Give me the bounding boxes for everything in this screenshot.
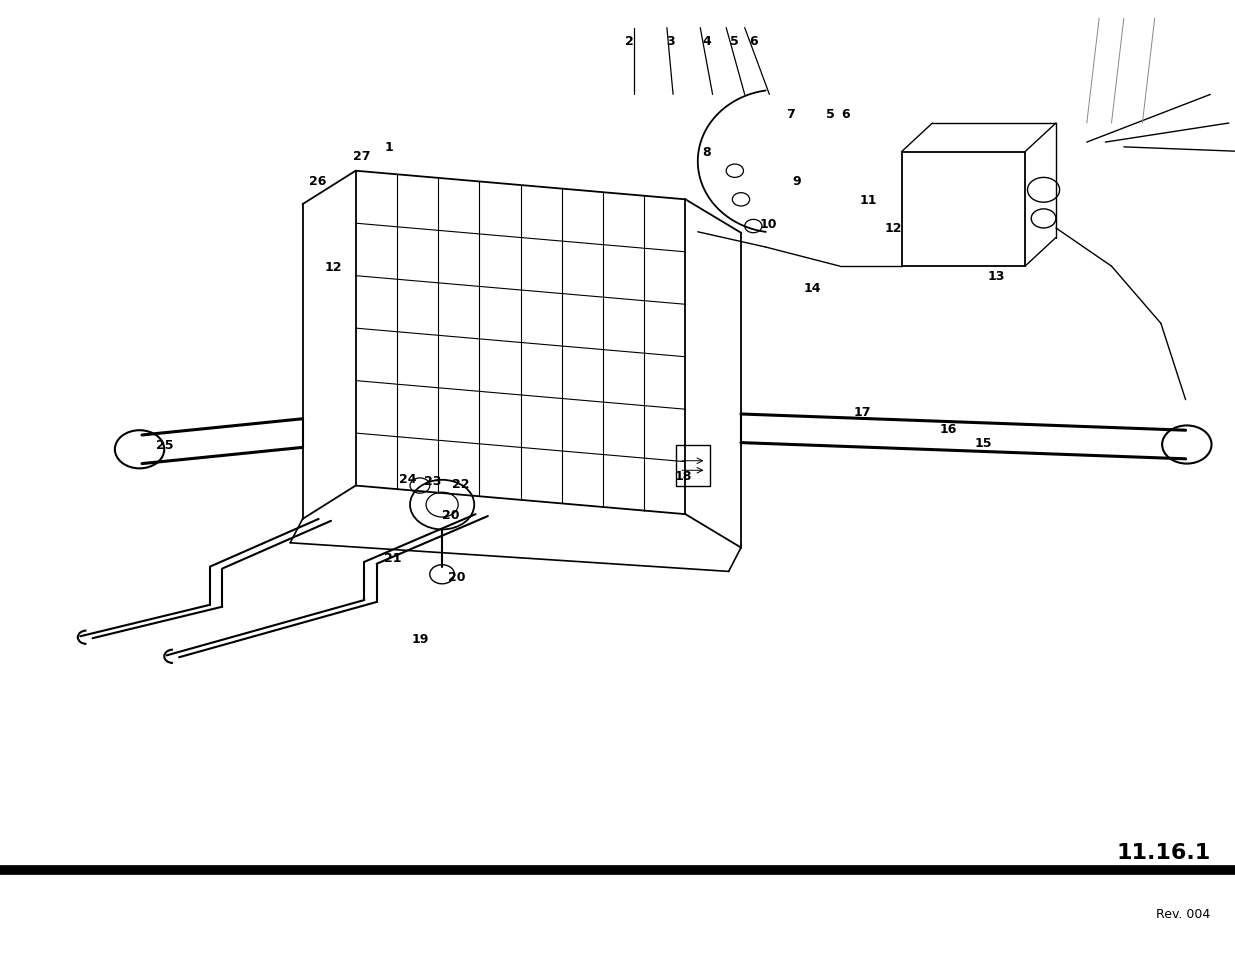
Text: 11: 11 (860, 193, 877, 207)
Text: 19: 19 (411, 632, 429, 645)
Text: 11-1006: 11-1006 (6, 882, 57, 891)
Text: 6: 6 (842, 108, 850, 121)
Text: 22: 22 (452, 477, 469, 491)
Text: 21: 21 (384, 551, 401, 564)
Text: 2: 2 (625, 34, 635, 48)
Text: 20: 20 (442, 508, 459, 521)
Text: 25: 25 (156, 438, 173, 452)
Text: 14: 14 (804, 281, 821, 294)
Text: Rev. 004: Rev. 004 (1156, 906, 1210, 920)
Text: 18: 18 (674, 470, 692, 483)
Text: 9: 9 (793, 174, 800, 188)
Text: 13: 13 (988, 270, 1005, 283)
Text: 5: 5 (825, 108, 835, 121)
Text: 1: 1 (384, 141, 394, 154)
Text: 12: 12 (884, 222, 902, 235)
Text: 23: 23 (424, 475, 441, 488)
Text: 24: 24 (399, 473, 416, 486)
Text: 26: 26 (309, 174, 326, 188)
Text: 17: 17 (853, 405, 871, 418)
Text: 7: 7 (785, 108, 795, 121)
Text: 4: 4 (701, 34, 711, 48)
Text: 3: 3 (667, 34, 674, 48)
Text: 20: 20 (448, 570, 466, 583)
Text: 15: 15 (974, 436, 992, 450)
Text: 6: 6 (750, 34, 757, 48)
Text: 16: 16 (940, 422, 957, 436)
Text: 10: 10 (760, 217, 777, 231)
Text: 5: 5 (730, 34, 740, 48)
Text: 8: 8 (703, 146, 710, 159)
Text: 27: 27 (353, 150, 370, 163)
Text: 12: 12 (325, 260, 342, 274)
Text: 11.16.1: 11.16.1 (1116, 842, 1210, 862)
